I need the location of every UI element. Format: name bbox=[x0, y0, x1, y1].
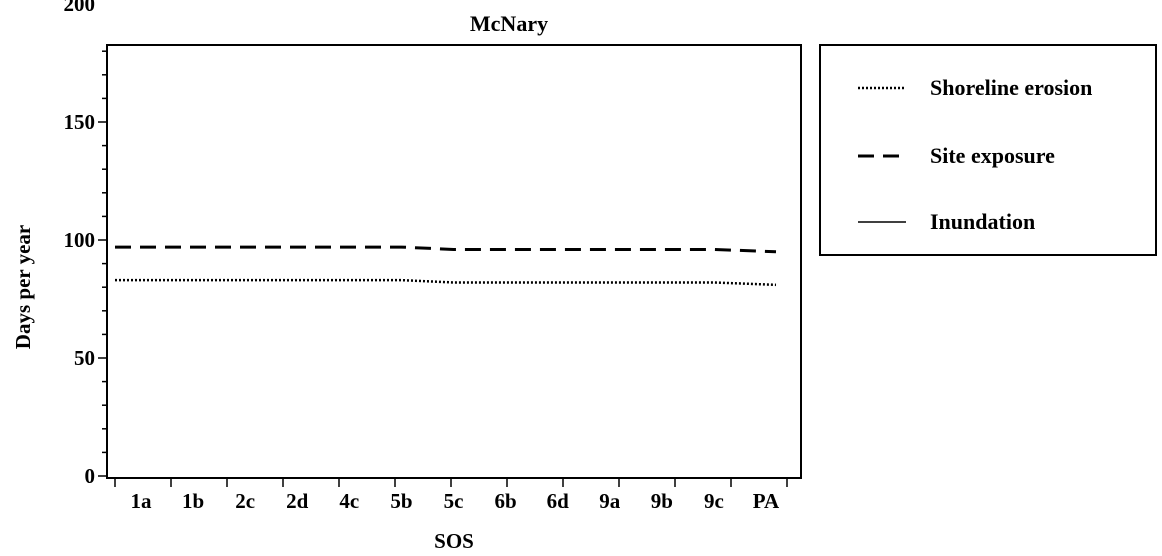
x-tick-label: 9c bbox=[704, 489, 724, 513]
x-tick-label: PA bbox=[753, 489, 780, 513]
x-tick-label: 5b bbox=[390, 489, 412, 513]
series-layer bbox=[115, 245, 777, 287]
y-axis-ticks: 050100150200250300350 bbox=[64, 0, 107, 488]
legend-label-site-exposure: Site exposure bbox=[930, 143, 1055, 168]
y-tick-label: 0 bbox=[85, 464, 96, 488]
legend: Shoreline erosion Site exposure Inundation bbox=[858, 75, 1092, 234]
x-tick-label: 9a bbox=[599, 489, 621, 513]
x-tick-label: 4c bbox=[339, 489, 359, 513]
legend-label-shoreline-erosion: Shoreline erosion bbox=[930, 75, 1092, 100]
legend-label-inundation: Inundation bbox=[930, 209, 1035, 234]
x-tick-label: 1a bbox=[131, 489, 153, 513]
y-tick-label: 200 bbox=[64, 0, 96, 16]
x-tick-label: 5c bbox=[444, 489, 464, 513]
legend-box bbox=[819, 44, 1157, 256]
plot-frame bbox=[106, 44, 802, 479]
y-tick-label: 50 bbox=[74, 346, 95, 370]
x-tick-label: 2d bbox=[286, 489, 309, 513]
y-tick-label: 100 bbox=[64, 228, 96, 252]
x-axis-label: SOS bbox=[434, 529, 474, 553]
x-tick-label: 9b bbox=[651, 489, 673, 513]
chart-title: McNary bbox=[470, 11, 548, 36]
series-line-shoreline-erosion bbox=[115, 278, 777, 287]
y-tick-label: 150 bbox=[64, 110, 96, 134]
y-axis-label: Days per year bbox=[11, 225, 35, 349]
x-axis-ticks: 1a 1b 2c 2d 4c 5b 5c 6b 6d 9a 9b 9c PA bbox=[114, 478, 788, 513]
x-tick-label: 6b bbox=[494, 489, 516, 513]
series-line-site-exposure bbox=[115, 245, 777, 254]
x-tick-label: 1b bbox=[182, 489, 204, 513]
x-tick-label: 2c bbox=[235, 489, 255, 513]
x-tick-label: 6d bbox=[547, 489, 570, 513]
